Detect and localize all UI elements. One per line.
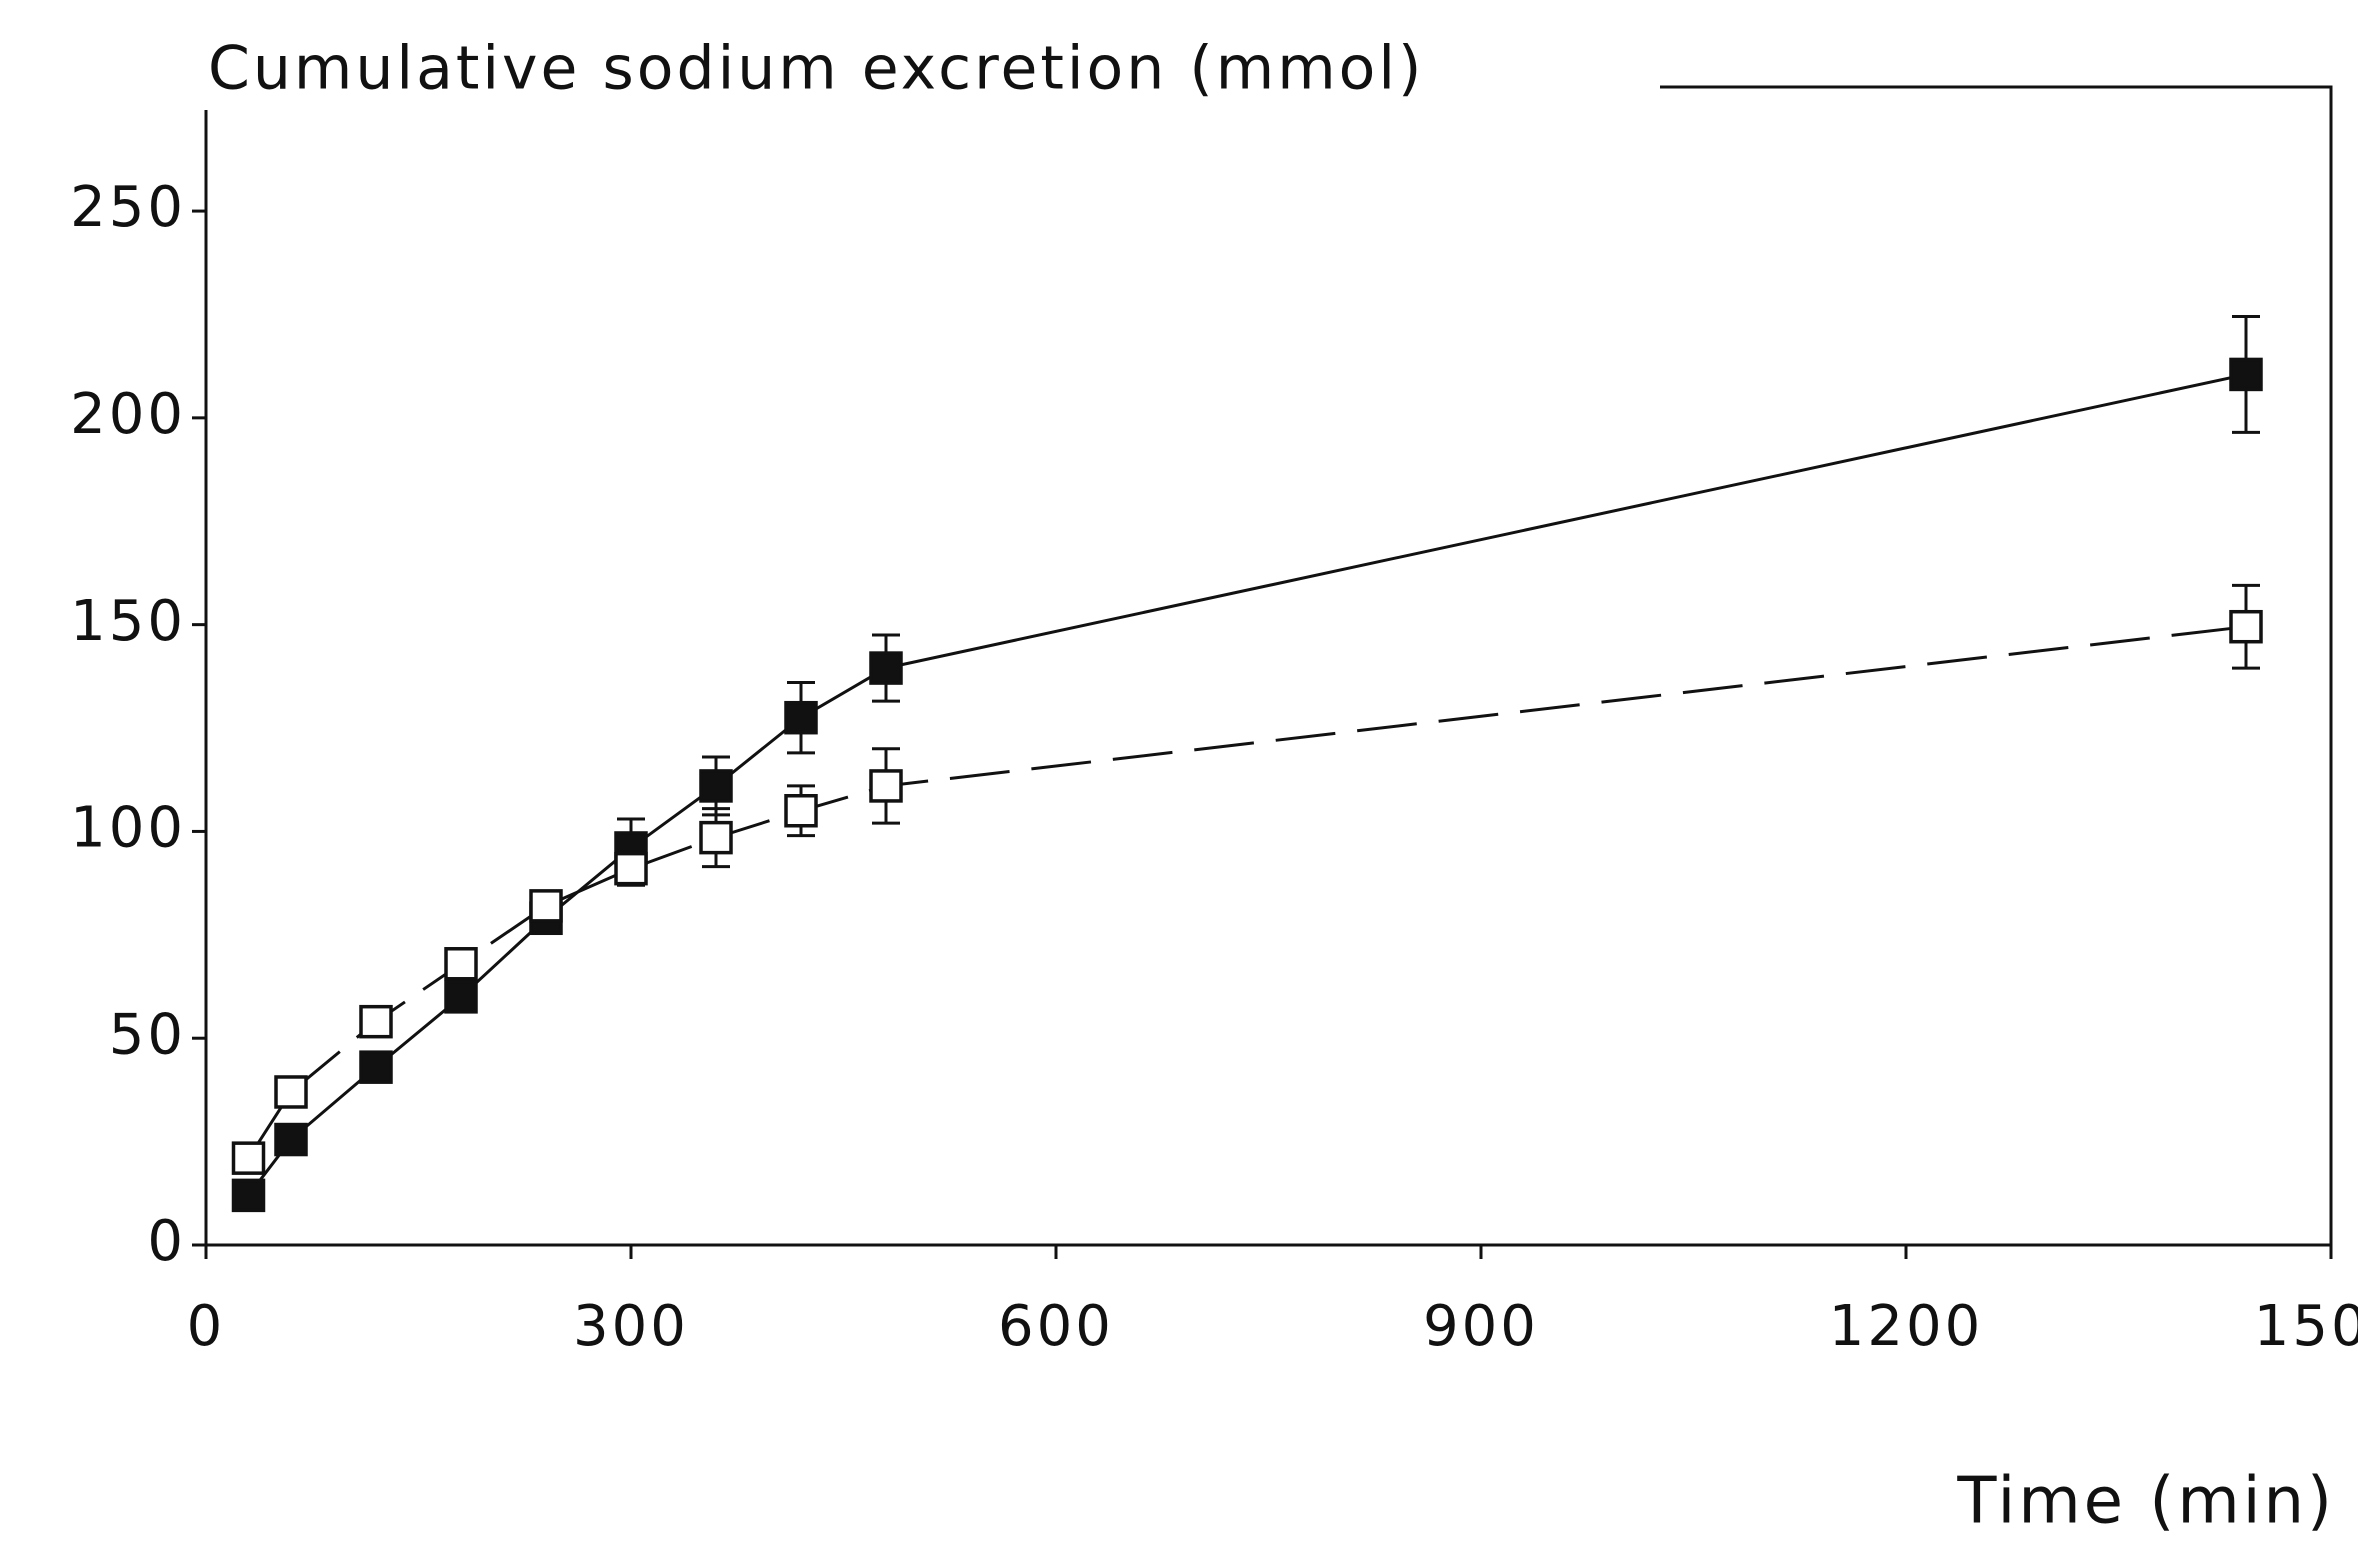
marker: [231, 1141, 266, 1175]
marker: [529, 889, 563, 923]
marker: [869, 769, 903, 803]
x-tick-label: 1200: [1829, 1294, 1984, 1359]
marker: [2229, 609, 2263, 644]
marker: [359, 1004, 393, 1039]
y-tick-label: 200: [70, 382, 186, 447]
y-tick-label: 100: [70, 796, 186, 861]
marker: [784, 794, 818, 828]
x-tick-label: 300: [573, 1294, 689, 1359]
marker: [231, 1178, 266, 1213]
y-tick-label: 50: [109, 1002, 186, 1067]
marker: [699, 769, 733, 803]
marker: [2229, 357, 2263, 392]
chart-title: Cumulative sodium excretion (mmol): [208, 34, 1424, 104]
title-background: [200, 30, 1660, 110]
y-tick-label: 0: [147, 1209, 186, 1274]
series-line: [247, 372, 2247, 1197]
marker: [359, 1050, 393, 1084]
marker: [444, 980, 478, 1014]
x-tick-label: 600: [998, 1294, 1114, 1359]
marker: [444, 947, 478, 981]
x-tick-label: 0: [187, 1294, 226, 1359]
marker: [274, 1122, 308, 1157]
marker: [784, 700, 818, 735]
marker: [699, 820, 733, 855]
y-tick-label: 250: [70, 175, 186, 240]
marker: [614, 851, 648, 886]
x-tick-label: 900: [1423, 1294, 1539, 1359]
series-line: [247, 625, 2247, 1159]
x-axis-label: Time (min): [1956, 1465, 2335, 1539]
plot-frame: [204, 85, 2333, 1247]
x-tick-label: 1500: [2254, 1294, 2358, 1359]
marker: [274, 1075, 308, 1109]
y-tick-label: 150: [70, 589, 186, 654]
marker: [869, 651, 903, 685]
